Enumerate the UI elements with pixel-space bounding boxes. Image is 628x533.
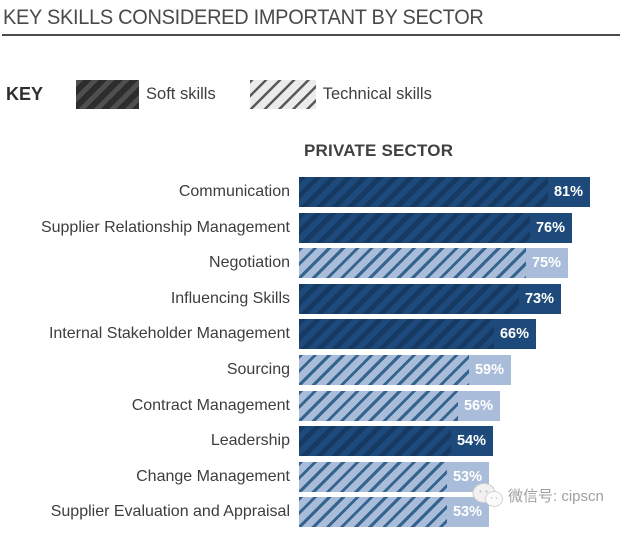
bar-technical: 53% [299, 461, 489, 492]
chart-row: Contract Management 56% [0, 390, 628, 421]
chart-row: Communication 81% [0, 177, 628, 207]
value-label: 76% [529, 212, 572, 243]
value-label: 59% [468, 354, 511, 385]
value-label: 54% [450, 426, 493, 457]
legend-swatch-technical-skills [249, 79, 316, 109]
legend-label-technical-skills: Technical skills [322, 84, 432, 103]
category-label: Leadership [210, 432, 290, 450]
category-label: Supplier Evaluation and Appraisal [50, 503, 290, 521]
value-label: 53% [446, 497, 489, 528]
bar-technical: 53% [299, 497, 489, 528]
value-label: 66% [493, 319, 536, 350]
bar-technical: 56% [299, 390, 500, 421]
bar-soft: 81% [299, 177, 590, 207]
legend-label-soft-skills: Soft skills [146, 84, 216, 103]
chart-row: Internal Stakeholder Management 66% [0, 319, 628, 350]
chart-row: Change Management 53% [0, 461, 628, 492]
value-label: 53% [446, 461, 489, 492]
category-label: Contract Management [131, 396, 290, 414]
category-label: Negotiation [209, 254, 290, 272]
category-label: Influencing Skills [170, 289, 290, 307]
chart-row: Influencing Skills 73% [0, 283, 628, 314]
bar-soft: 66% [299, 319, 536, 350]
legend: KEY Soft skills Technical skills [6, 79, 432, 109]
bar-soft: 76% [299, 212, 572, 243]
category-label: Internal Stakeholder Management [48, 325, 290, 343]
legend-key-label: KEY [6, 83, 44, 104]
page-title: KEY SKILLS CONSIDERED IMPORTANT BY SECTO… [3, 6, 484, 29]
bar-technical: 59% [299, 354, 511, 385]
chart-row: Supplier Evaluation and Appraisal 53% [0, 497, 628, 528]
bar-chart: Communication 81% Supplier Relationship … [0, 177, 628, 533]
category-label: Sourcing [226, 360, 290, 378]
watermark-text: 微信号: cipscn [508, 488, 604, 505]
value-label: 56% [457, 390, 500, 421]
chart-row: Supplier Relationship Management 76% [0, 212, 628, 243]
legend-swatch-soft-skills [76, 79, 140, 109]
chart-row: Leadership 54% [0, 426, 628, 457]
chart-title: PRIVATE SECTOR [304, 141, 454, 160]
value-label: 81% [547, 177, 590, 207]
watermark: 微信号: cipscn [472, 482, 604, 509]
bar-soft: 73% [299, 283, 561, 314]
chart-row: Negotiation 75% [0, 248, 628, 279]
value-label: 75% [525, 248, 568, 279]
wechat-logo-icon [472, 483, 503, 507]
chart-row: Sourcing 59% [0, 354, 628, 385]
title-divider [2, 34, 620, 36]
bar-technical: 75% [299, 248, 568, 279]
category-label: Supplier Relationship Management [40, 218, 290, 236]
value-label: 73% [518, 283, 561, 314]
bar-soft: 54% [299, 426, 493, 457]
category-label: Change Management [136, 467, 290, 485]
category-label: Communication [178, 183, 290, 200]
